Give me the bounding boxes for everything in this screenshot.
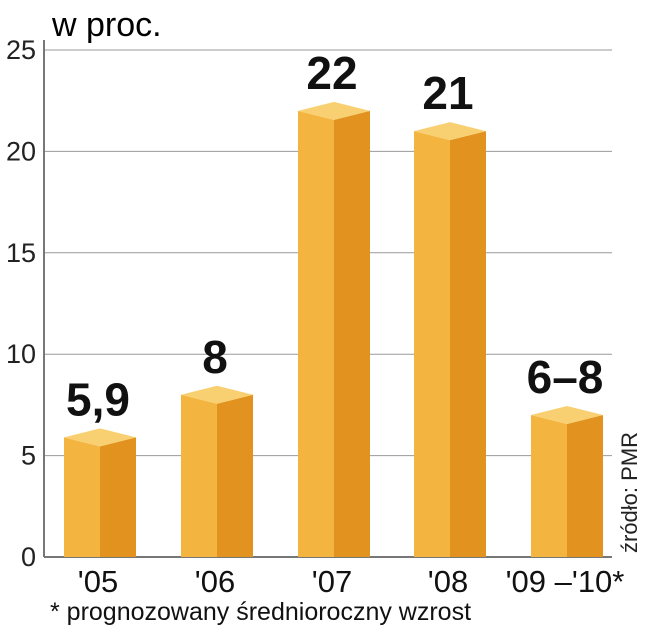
source-label: źródło: PMR [617, 432, 642, 553]
y-tick-label: 10 [6, 339, 36, 369]
bar-side-face [100, 437, 136, 557]
category-label: '09 –'10* [506, 564, 625, 599]
bar-front-face [298, 110, 334, 557]
bar-side-face [567, 415, 603, 557]
category-labels: '05 '06 '07 '08 '09 –'10* [78, 564, 625, 599]
bar [414, 122, 486, 557]
bar-front-face [64, 437, 100, 557]
bar-top-face [414, 122, 486, 141]
y-axis-ticks: 0 5 10 15 20 25 [6, 35, 36, 572]
bar-top-face [181, 385, 253, 404]
bar-side-face [450, 131, 486, 557]
value-labels: 5,9 8 22 21 6–8 [66, 47, 603, 426]
value-label: 5,9 [66, 373, 130, 425]
category-label: '06 [195, 564, 235, 599]
bar-top-face [531, 406, 603, 425]
bar-front-face [414, 131, 450, 557]
category-label: '07 [312, 564, 352, 599]
bar-side-face [217, 394, 253, 557]
value-label: 8 [202, 331, 228, 383]
y-tick-label: 5 [21, 441, 36, 471]
bar-top-face [298, 101, 370, 120]
bar-front-face [181, 394, 217, 557]
bar-front-face [531, 415, 567, 557]
y-tick-label: 15 [6, 238, 36, 268]
value-label: 22 [306, 47, 357, 99]
bar-top-face [64, 428, 136, 447]
category-label: '05 [78, 564, 118, 599]
y-tick-label: 0 [21, 542, 36, 572]
value-label: 21 [422, 67, 473, 119]
bar [531, 406, 603, 557]
bars [64, 101, 603, 557]
y-tick-label: 20 [6, 136, 36, 166]
unit-label: w proc. [51, 6, 162, 44]
bar-side-face [334, 110, 370, 557]
bar [64, 428, 136, 557]
category-label: '08 [428, 564, 468, 599]
bar [181, 385, 253, 557]
value-label: 6–8 [527, 351, 604, 403]
footnote: * prognozowany średnioroczny wzrost [50, 598, 472, 626]
y-tick-label: 25 [6, 35, 36, 65]
bar [298, 101, 370, 557]
